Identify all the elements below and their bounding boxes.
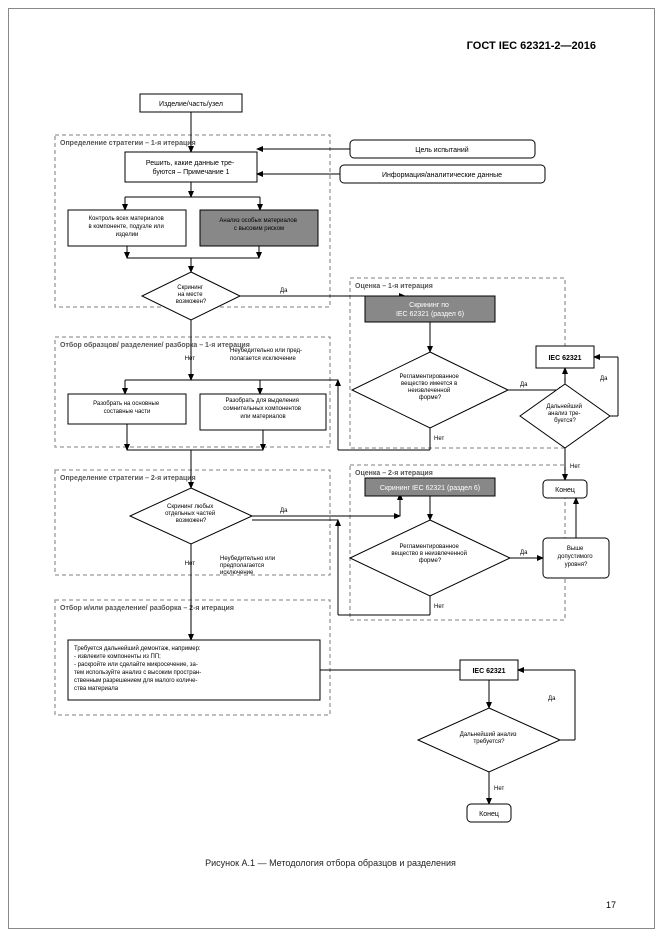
- group-eval-1-label: Оценка – 1-я итерация: [355, 283, 433, 290]
- svg-text:Конец: Конец: [479, 811, 499, 818]
- page-number: 17: [606, 900, 616, 910]
- svg-text:Да: Да: [520, 550, 528, 556]
- figure-caption: Рисунок А.1 — Методология отбора образцо…: [0, 858, 661, 868]
- group-eval-2-label: Оценка – 2-я итерация: [355, 470, 433, 477]
- svg-text:Нет: Нет: [434, 604, 444, 610]
- svg-text:Неубедительно или предпола: Неубедительно или предполагается исключе…: [220, 556, 277, 576]
- svg-text:Изделие/часть/узел: Изделие/часть/узел: [159, 101, 223, 108]
- svg-text:Да: Да: [280, 508, 288, 514]
- svg-text:Нет: Нет: [185, 561, 195, 567]
- group-sampling-1-label: Отбор образцов/ разделение/ разборка – 1…: [60, 341, 250, 349]
- node-screening-1: [365, 296, 495, 322]
- svg-text:Нет: Нет: [434, 436, 444, 442]
- svg-text:Нет: Нет: [185, 356, 195, 362]
- svg-text:IEC 62321: IEC 62321: [548, 355, 581, 362]
- svg-text:Неубедительно или пред- по: Неубедительно или пред- полагается исклю…: [230, 348, 304, 362]
- svg-text:Цель испытаний: Цель испытаний: [415, 146, 469, 154]
- svg-text:Конец: Конец: [555, 487, 575, 494]
- svg-text:Нет: Нет: [494, 786, 504, 792]
- svg-text:Скрининг IEC 62321 (раздел 6): Скрининг IEC 62321 (раздел 6): [380, 485, 480, 492]
- svg-text:Да: Да: [280, 288, 288, 294]
- flowchart-canvas: Определение стратегии – 1-я итерация Отб…: [0, 0, 661, 935]
- group-sampling-2-label: Отбор и/или разделение/ разборка – 2-я и…: [60, 604, 234, 612]
- svg-text:Нет: Нет: [570, 464, 580, 470]
- svg-text:Да: Да: [548, 696, 556, 702]
- svg-text:Скрининг на месте возм: Скрининг на месте возможен?: [176, 285, 207, 305]
- group-strategy-1-label: Определение стратегии – 1-я итерация: [60, 140, 196, 147]
- svg-text:IEC 62321: IEC 62321: [472, 668, 505, 675]
- svg-text:Да: Да: [520, 382, 528, 388]
- svg-text:Да: Да: [600, 376, 608, 382]
- group-strategy-2-label: Определение стратегии – 2-я итерация: [60, 475, 196, 482]
- node-decide: [125, 152, 257, 182]
- svg-text:Информация/аналитические данны: Информация/аналитические данные: [382, 172, 502, 179]
